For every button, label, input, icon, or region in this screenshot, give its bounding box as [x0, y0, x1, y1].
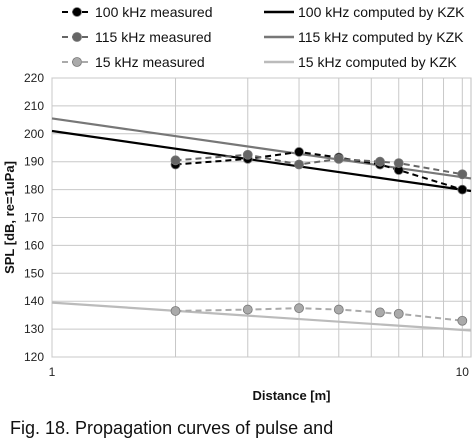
y-tick-label: 190: [24, 155, 44, 169]
x-tick-label: 1: [49, 365, 56, 379]
data-point: [294, 159, 304, 170]
chart: 120 130 140 150 160 170 180 190 200 210 220 1 10 Dist…: [2, 4, 472, 403]
data-point: [294, 303, 304, 314]
y-axis-title: SPL [dB, re=1uPa]: [2, 161, 17, 274]
legend-label: 115 kHz computed by KZK: [298, 29, 464, 45]
data-point: [375, 156, 385, 167]
data-point: [375, 307, 385, 318]
data-point: [242, 304, 253, 315]
series-line-5: [51, 301, 472, 332]
data-point: [393, 158, 404, 168]
data-point: [170, 155, 181, 166]
y-tick-label: 160: [24, 238, 44, 252]
y-tick-label: 200: [24, 127, 44, 141]
data-point: [170, 306, 181, 316]
series-line-3: [51, 129, 472, 193]
x-axis-title: Distance [m]: [252, 388, 330, 403]
data-point: [242, 149, 253, 160]
y-tick-label: 120: [24, 350, 44, 364]
legend-label: 15 kHz measured: [95, 54, 205, 70]
x-tick-label: 10: [456, 365, 470, 379]
data-point: [333, 154, 344, 164]
data-point: [457, 169, 468, 180]
data-point: [333, 304, 344, 315]
data-point: [393, 308, 404, 319]
y-tick-label: 140: [24, 294, 44, 308]
y-tick-label: 150: [24, 266, 44, 280]
data-point: [457, 315, 468, 326]
legend-label: 115 kHz measured: [95, 29, 211, 45]
figure-caption: Fig. 18. Propagation curves of pulse and: [10, 418, 334, 438]
y-tick-label: 170: [24, 211, 44, 225]
y-tick-label: 210: [24, 99, 44, 113]
data-point: [457, 184, 468, 195]
legend-marker: [72, 32, 82, 42]
legend-label: 15 kHz computed by KZK: [298, 54, 457, 70]
data-point: [294, 147, 304, 157]
y-tick-label: 220: [24, 71, 44, 85]
legend-marker: [72, 7, 82, 17]
y-tick-label: 130: [24, 322, 44, 336]
legend-marker: [72, 57, 82, 67]
legend-label: 100 kHz measured: [95, 4, 213, 20]
legend-label: 100 kHz computed by KZK: [298, 4, 465, 20]
y-tick-label: 180: [24, 183, 44, 197]
